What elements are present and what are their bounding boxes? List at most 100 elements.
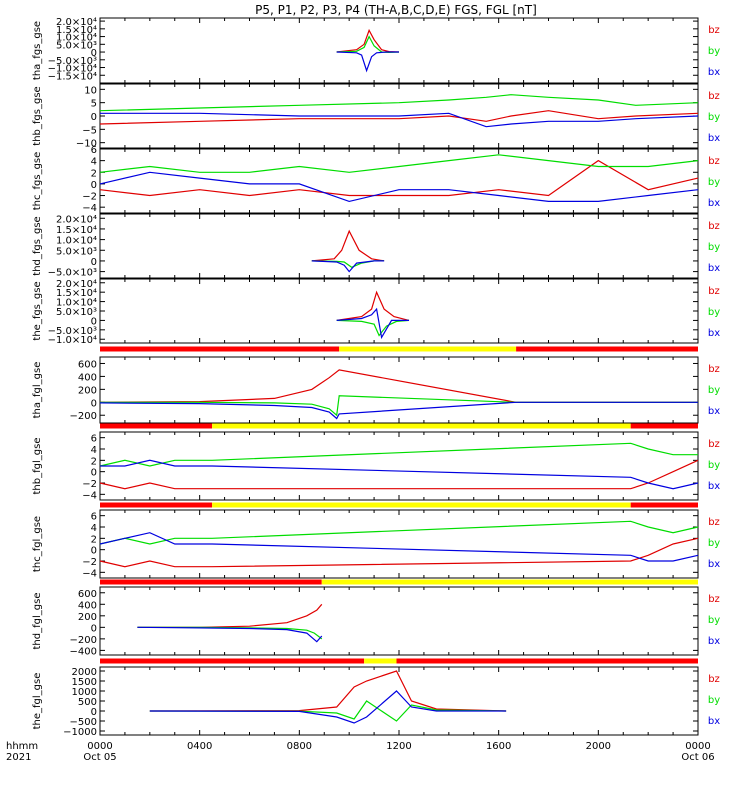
corner-label-hhmm: hhmm [6,741,38,752]
y-tick-label: 0 [91,257,97,268]
y-tick-label: 0 [91,112,97,123]
y-tick-label: 1.5×10⁴ [56,288,97,299]
legend-by: by [708,460,720,471]
y-tick-label: −1.5×10⁴ [48,71,97,82]
y-axis-label: thd_fgs_gse [32,216,43,275]
series-line-by [99,442,698,467]
y-tick-label: 2.0×10⁴ [56,214,97,225]
status-bar-segment [321,579,698,585]
y-tick-label: 2000 [72,667,97,678]
y-tick-label: −500 [70,717,97,728]
y-tick-label: 4 [91,523,97,534]
y-tick-label: −1000 [63,727,97,738]
y-tick-label: 1.0×10⁴ [56,298,97,309]
series-line-by [99,520,699,545]
y-tick-label: 5.0×10³ [56,307,97,318]
panel-frame [99,213,699,279]
panels: 2.0×10⁴1.5×10⁴1.0×10⁴5.0×10³0−5.0×10³−1.… [32,17,720,738]
status-bar-segment [339,346,517,352]
legend-bz: bz [708,25,720,36]
y-tick-label: 0 [91,468,97,479]
x-tick-label: 1200 [386,741,411,752]
legend-bx: bx [708,133,720,144]
legend-bz: bz [708,517,720,528]
series-line-by [99,94,699,112]
y-tick-label: 200 [78,612,97,623]
y-tick-label: −1.0×10⁴ [48,64,97,75]
y-tick-label: −2 [82,557,97,568]
series-line-bx [311,260,385,273]
legend-by: by [708,385,720,396]
legend-by: by [708,695,720,706]
status-bar-segment [100,502,213,508]
y-tick-label: −200 [70,411,97,422]
x-tick-label: 2000 [586,741,611,752]
corner-label-year: 2021 [6,752,31,763]
y-tick-label: −4 [82,490,97,501]
legend-bx: bx [708,636,720,647]
legend-bz: bz [708,156,720,167]
y-tick-label: 6 [91,145,97,156]
panel-frame [99,278,699,344]
legend-by: by [708,46,720,57]
y-tick-label: −1.0×10⁴ [48,335,97,346]
panel-frame [99,586,699,656]
y-tick-label: 1.5×10⁴ [56,25,97,36]
status-bar-segment [516,346,698,352]
y-tick-label: 1.0×10⁴ [56,236,97,247]
y-axis-label: thc_fgs_gse [32,152,43,211]
y-axis-label: tha_fgl_gse [32,362,43,419]
y-tick-label: −4 [82,203,97,214]
y-tick-label: 0 [91,398,97,409]
y-tick-label: 4 [91,445,97,456]
y-tick-label: 5 [91,99,97,110]
y-tick-label: −4 [82,568,97,579]
series-line-bx [99,401,698,420]
y-tick-label: 0 [91,48,97,59]
series-line-by [336,35,400,54]
y-tick-label: 600 [78,589,97,600]
legend-bx: bx [708,406,720,417]
y-axis-label: tha_fgs_gse [32,21,43,80]
y-tick-label: 0 [91,707,97,718]
status-bar-segment [364,658,397,664]
y-tick-label: 5.0×10³ [56,246,97,257]
y-axis-label: thc_fgl_gse [32,516,43,572]
y-tick-label: 200 [78,385,97,396]
series-line-bz [99,369,698,403]
series-line-bx [100,459,699,490]
legend-bx: bx [708,559,720,570]
y-tick-label: −5.0×10³ [48,268,97,279]
series-line-by [100,395,698,417]
series-line-by [336,319,410,337]
legend-bz: bz [708,221,720,232]
y-tick-label: −10 [76,139,97,150]
y-tick-label: 2 [91,168,97,179]
y-axis-label: the_fgs_gse [32,281,43,340]
series-line-by [149,700,507,722]
x-tick-label: 0000 [87,741,112,752]
status-bar-segment [212,423,631,429]
panel-frame [99,148,699,214]
y-tick-label: 400 [78,372,97,383]
series-line-bx [99,532,699,562]
y-tick-label: 5.0×10³ [56,40,97,51]
series-line-bz [99,159,699,197]
status-bar-segment [630,502,698,508]
legend-bx: bx [708,67,720,78]
legend-bx: bx [708,481,720,492]
series-line-bz [336,290,410,321]
series-line-bz [336,28,400,53]
y-tick-label: 10 [84,85,97,96]
panel-frame [99,356,699,424]
legend-by: by [708,177,720,188]
panel-tha_fgl_gse: 600 400 200 0 −200 tha_fgl_gse bz by bx [32,346,720,424]
y-tick-label: 2.0×10⁴ [56,279,97,290]
series-line-bz [99,459,699,490]
